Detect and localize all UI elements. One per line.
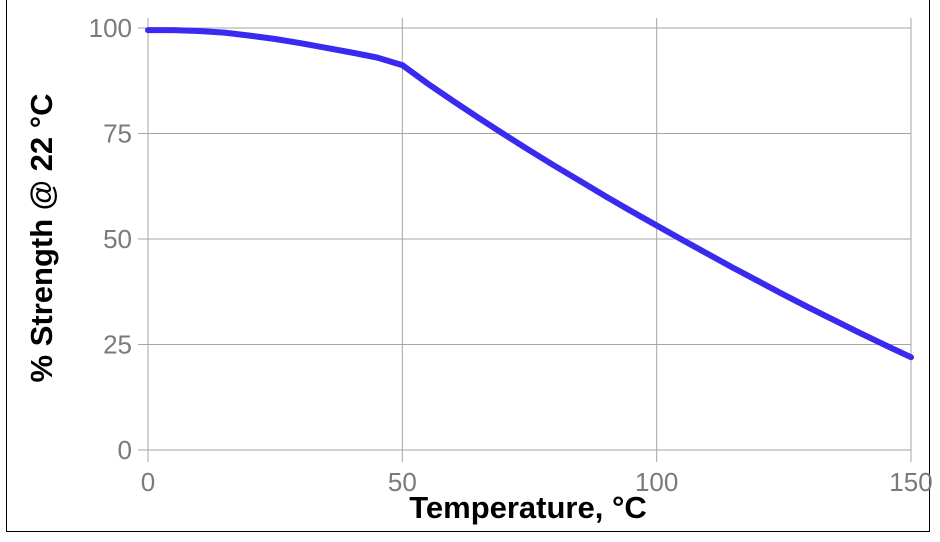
chart-frame bbox=[6, 0, 930, 532]
tick-labels: 0 50 100 150 0 25 50 75 100 bbox=[89, 13, 933, 497]
y-tick-label: 0 bbox=[118, 435, 132, 465]
x-tick-label: 100 bbox=[635, 467, 678, 497]
y-tick-label: 75 bbox=[103, 119, 132, 149]
x-axis-title: Temperature, °C bbox=[409, 490, 647, 525]
y-tick-label: 25 bbox=[103, 330, 132, 360]
x-tick-label: 150 bbox=[889, 467, 932, 497]
series-line bbox=[145, 27, 914, 361]
x-tick-label: 0 bbox=[141, 467, 155, 497]
grid bbox=[138, 18, 912, 462]
x-tick-label: 50 bbox=[388, 467, 417, 497]
y-axis-title: % Strength @ 22 °C bbox=[24, 94, 59, 383]
y-tick-label: 50 bbox=[103, 224, 132, 254]
y-tick-label: 100 bbox=[89, 13, 132, 43]
series-layer bbox=[145, 27, 914, 361]
